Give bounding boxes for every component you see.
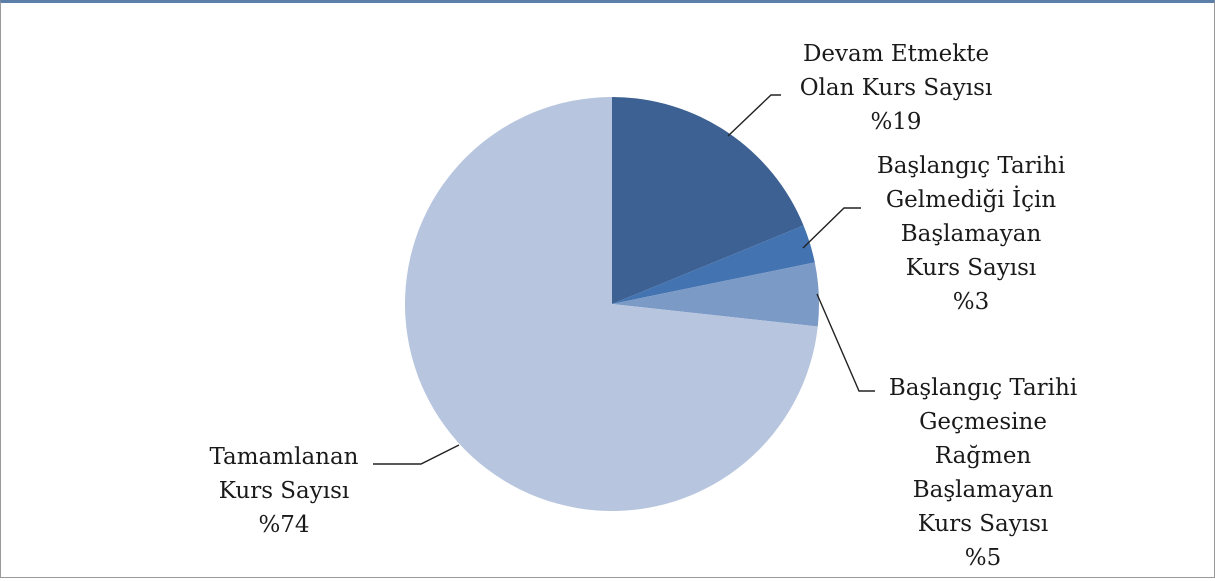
slice-label-gecmesine-ragmen: Başlangıç Tarihi Geçmesine Rağmen Başlamaya…: [889, 375, 1077, 571]
slice-label-devam-etmekte-line: Olan Kurs Sayısı: [800, 75, 993, 101]
slice-label-gecmesine-ragmen-line: Rağmen: [935, 443, 1032, 469]
slice-label-gelmedigi-icin-line: %3: [953, 289, 990, 315]
slice-label-gecmesine-ragmen-line: Başlangıç Tarihi: [889, 375, 1077, 401]
slice-label-devam-etmekte-line: %19: [870, 109, 921, 135]
slice-label-tamamlanan-line: %74: [258, 512, 309, 538]
pie-slice-devam-etmekte: [612, 97, 804, 304]
slice-label-gecmesine-ragmen-line: Başlamayan: [913, 477, 1054, 503]
leader-line-gecmesine: [816, 293, 875, 392]
pie-slice-gecmesine-ragmen: [612, 262, 819, 327]
pie-slice-gelmedigi-icin: [612, 225, 815, 304]
slice-label-devam-etmekte: Devam Etmekte Olan Kurs Sayısı %19: [800, 41, 993, 135]
slice-label-gelmedigi-icin-line: Gelmediği İçin: [886, 186, 1057, 213]
slice-label-gecmesine-ragmen-line: %5: [965, 545, 1002, 571]
slice-label-devam-etmekte-line: Devam Etmekte: [803, 41, 989, 67]
slice-label-gelmedigi-icin: Başlangıç Tarihi Gelmediği İçin Başlamayan…: [877, 153, 1065, 315]
slice-label-gelmedigi-icin-line: Kurs Sayısı: [906, 255, 1037, 281]
labels-layer: Devam Etmekte Olan Kurs Sayısı %19 Başlangı…: [209, 41, 1077, 571]
slice-label-tamamlanan-line: Kurs Sayısı: [219, 478, 350, 504]
slice-label-gelmedigi-icin-line: Başlamayan: [901, 221, 1042, 247]
slice-label-gecmesine-ragmen-line: Kurs Sayısı: [918, 511, 1049, 537]
slice-label-gelmedigi-icin-line: Başlangıç Tarihi: [877, 153, 1065, 179]
leader-line-gelmedigi: [802, 207, 861, 249]
slices-layer: [405, 97, 819, 512]
leaders-layer: [373, 94, 875, 465]
leader-line-devam: [727, 94, 781, 137]
leader-line-tamamlanan: [373, 444, 460, 465]
pie-chart: Devam Etmekte Olan Kurs Sayısı %19 Başlangı…: [209, 41, 1077, 571]
pie-slice-tamamlanan: [405, 97, 818, 512]
slice-label-tamamlanan-line: Tamamlanan: [209, 444, 358, 470]
slice-label-tamamlanan: Tamamlanan Kurs Sayısı %74: [209, 444, 358, 538]
slice-label-gecmesine-ragmen-line: Geçmesine: [919, 409, 1047, 435]
